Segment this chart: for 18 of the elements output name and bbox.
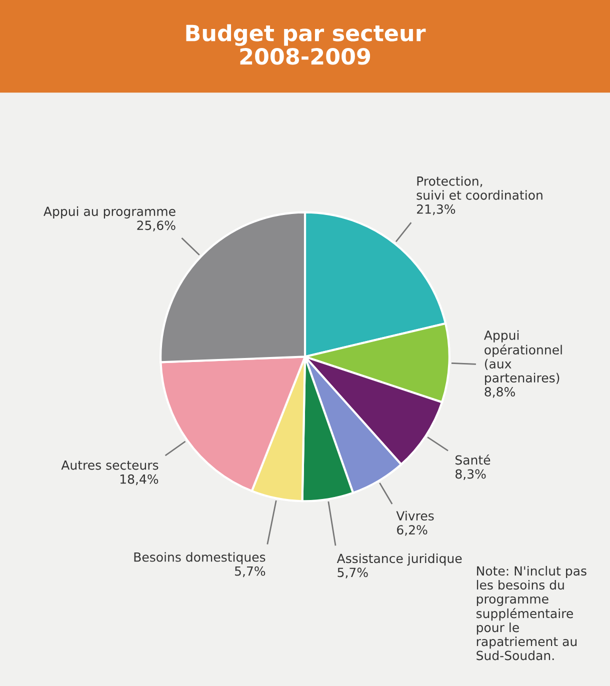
data-label: 18,4% <box>120 474 158 486</box>
slice-label: Appui opérationnel (aux partenaires) <box>484 330 562 385</box>
slice-label: Vivres <box>396 510 434 521</box>
data-label: 21,3% <box>417 204 456 216</box>
slice-label: Appui au programme <box>44 206 176 218</box>
slice-label: Protection, suivi et coordination <box>416 176 542 200</box>
data-label: 6,2% <box>397 525 428 536</box>
data-label: 8,8% <box>484 387 515 398</box>
slice-label: Santé <box>456 454 490 465</box>
slice-label: Autres secteurs <box>61 460 158 470</box>
data-label: 25,6% <box>137 220 176 232</box>
data-label: 8,3% <box>456 469 486 480</box>
slice-label: Besoins domestiques <box>134 552 266 564</box>
slice-label: Assistance juridique <box>336 553 462 566</box>
text: Note: N'inclut pas les besoins du programme supplémentaire pour le rapatriement au Sud-Soudan. <box>476 566 586 660</box>
chart-title: Budget par secteur 2008-2009 <box>186 24 426 65</box>
data-label: 5,7% <box>235 566 266 578</box>
data-label: 5,7% <box>338 568 368 578</box>
